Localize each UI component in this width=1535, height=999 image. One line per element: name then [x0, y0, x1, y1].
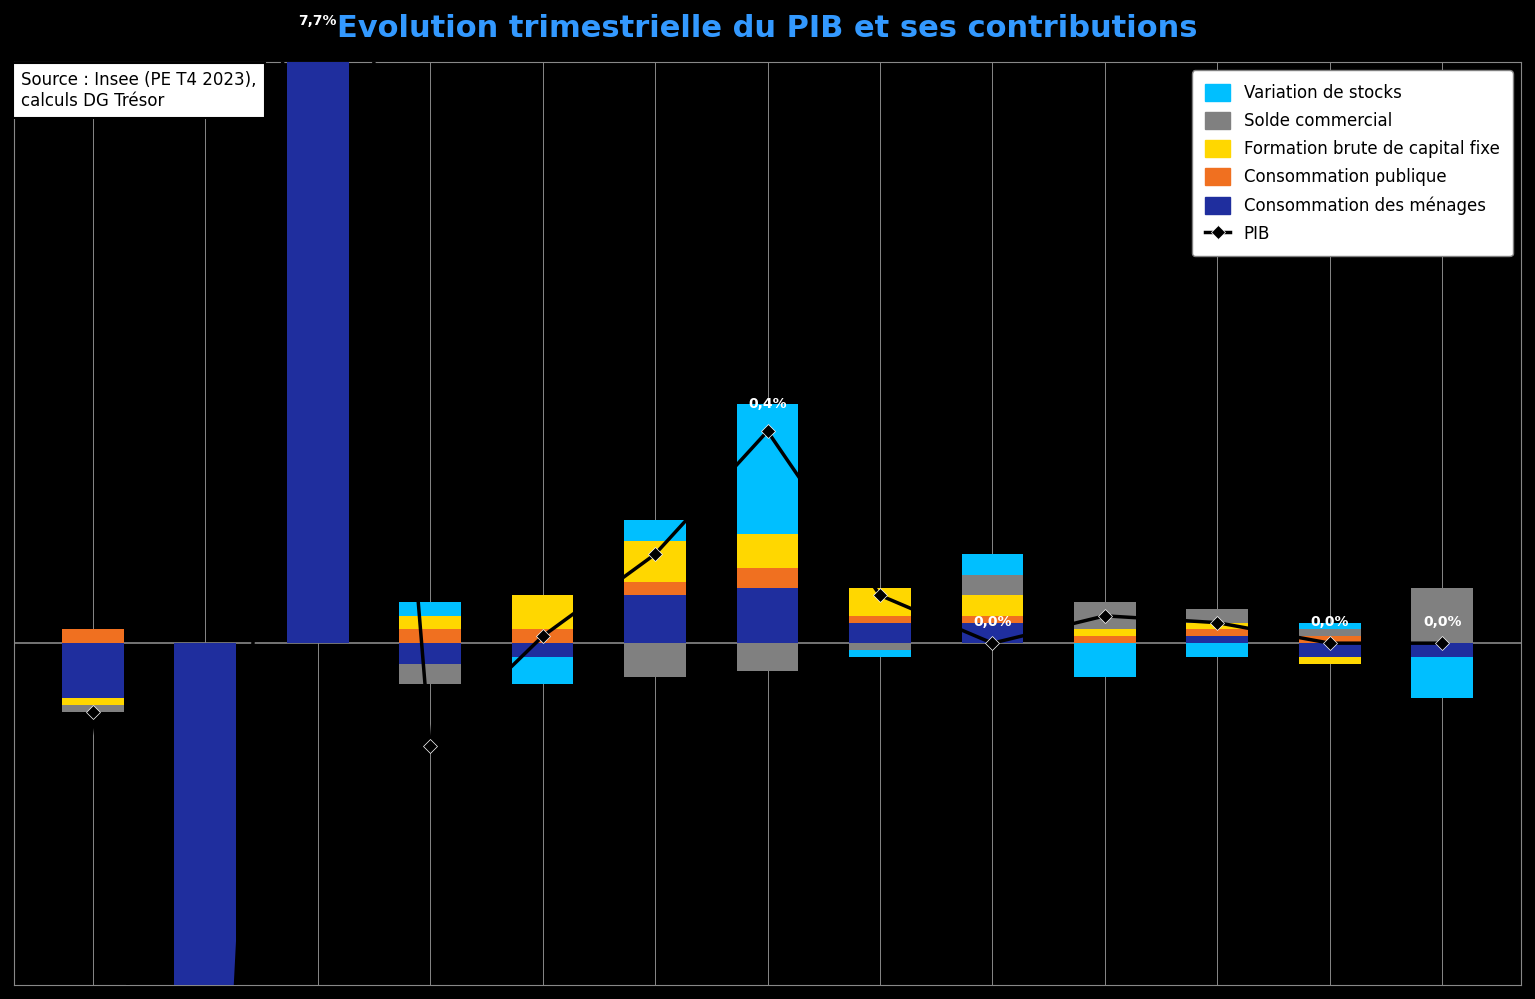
Bar — [1187, 622, 1248, 629]
Bar — [737, 643, 798, 670]
Bar — [1074, 602, 1136, 629]
Bar — [1074, 636, 1136, 643]
Bar — [1187, 629, 1248, 636]
Bar — [849, 622, 910, 643]
Bar — [61, 698, 123, 704]
Bar — [1412, 657, 1474, 698]
Bar — [961, 595, 1024, 615]
Bar — [173, 643, 236, 999]
Bar — [511, 643, 574, 657]
Text: 0,0%: 0,0% — [1311, 615, 1349, 629]
Bar — [737, 404, 798, 533]
Text: 0,0%: 0,0% — [1423, 615, 1461, 629]
Bar — [399, 643, 460, 663]
Bar — [961, 554, 1024, 574]
Bar — [625, 581, 686, 595]
Bar — [625, 643, 686, 677]
Bar — [399, 602, 460, 615]
Bar — [1074, 643, 1136, 677]
Bar — [1187, 636, 1248, 643]
Bar — [399, 663, 460, 684]
Bar — [511, 595, 574, 629]
Bar — [61, 629, 123, 643]
Bar — [961, 574, 1024, 595]
Bar — [849, 615, 910, 622]
Bar — [1074, 629, 1136, 636]
Text: 7,7%: 7,7% — [298, 14, 336, 28]
Bar — [849, 650, 910, 657]
Bar — [511, 657, 574, 684]
Bar — [61, 643, 123, 698]
Bar — [1187, 643, 1248, 657]
Bar — [1412, 588, 1474, 643]
Bar — [849, 643, 910, 650]
Bar — [1299, 643, 1362, 657]
Bar — [1412, 643, 1474, 657]
Bar — [625, 520, 686, 540]
Bar — [737, 533, 798, 568]
Bar — [399, 615, 460, 629]
Bar — [511, 629, 574, 643]
Text: 0,4%: 0,4% — [748, 397, 787, 411]
Bar — [287, 0, 348, 643]
Bar — [399, 629, 460, 643]
Title: Evolution trimestrielle du PIB et ses contributions: Evolution trimestrielle du PIB et ses co… — [338, 14, 1197, 43]
Bar — [1299, 657, 1362, 663]
Bar — [625, 595, 686, 643]
Bar — [61, 704, 123, 711]
Legend: Variation de stocks, Solde commercial, Formation brute de capital fixe, Consomma: Variation de stocks, Solde commercial, F… — [1191, 70, 1514, 256]
Bar — [1299, 622, 1362, 629]
Bar — [1187, 609, 1248, 622]
Bar — [625, 540, 686, 581]
Bar — [737, 588, 798, 643]
Bar — [961, 622, 1024, 643]
Bar — [849, 588, 910, 615]
Bar — [1299, 629, 1362, 636]
Bar — [961, 615, 1024, 622]
Text: Source : Insee (PE T4 2023),
calculs DG Trésor: Source : Insee (PE T4 2023), calculs DG … — [21, 71, 256, 110]
Bar — [1299, 636, 1362, 643]
Bar — [737, 568, 798, 588]
Text: 0,0%: 0,0% — [973, 615, 1012, 629]
